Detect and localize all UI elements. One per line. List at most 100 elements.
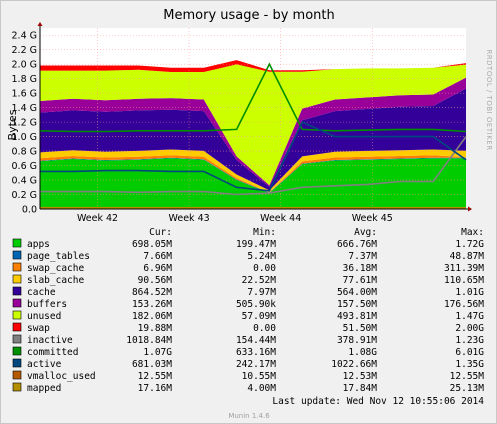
legend-inactive-cur: 1018.84M	[126, 335, 172, 346]
axes	[37, 22, 472, 212]
x-tick-label: Week 42	[77, 213, 118, 224]
legend-apps-cur: 698.05M	[132, 239, 172, 250]
legend-slab_cache-max: 110.65M	[444, 275, 484, 286]
legend-apps-name: apps	[27, 239, 50, 250]
y-tick-label: 2.0 G	[12, 60, 38, 71]
legend-cache-min: 7.97M	[247, 287, 276, 298]
legend-slab_cache-name: slab_cache	[27, 275, 84, 286]
legend-vmalloc_used-min: 10.55M	[242, 371, 277, 382]
legend-page_tables-avg: 7.37M	[348, 251, 377, 262]
y-tick-label: 1.4 G	[12, 103, 38, 114]
line-active	[40, 121, 467, 192]
x-tick-label: Week 45	[352, 213, 393, 224]
legend-cache-cur: 864.52M	[132, 287, 172, 298]
legend-swatch-buffers	[12, 298, 22, 308]
line-inactive	[40, 136, 467, 196]
legend-swatch-page_tables	[12, 250, 22, 260]
legend-vmalloc_used-max: 12.55M	[450, 371, 485, 382]
legend-swatch-committed	[12, 346, 22, 356]
area-swap	[40, 60, 466, 72]
legend-swap_cache-min: 0.00	[253, 263, 276, 274]
legend-committed-avg: 1.08G	[348, 347, 377, 358]
legend-swap-avg: 51.50M	[343, 323, 378, 334]
legend-header-cur: Cur:	[149, 227, 172, 238]
x-tick-label: Week 43	[169, 213, 210, 224]
legend-unused-min: 57.09M	[242, 311, 277, 322]
legend-page_tables-cur: 7.66M	[143, 251, 172, 262]
legend-header-min: Min:	[253, 227, 276, 238]
y-tick-label: 1.6 G	[12, 89, 38, 100]
line-committed	[39, 62, 467, 133]
legend-apps-max: 1.72G	[455, 239, 484, 250]
legend-vmalloc_used-avg: 12.53M	[343, 371, 378, 382]
y-tick-label: 0.6 G	[12, 161, 38, 172]
legend-swap_cache-cur: 6.96M	[143, 263, 172, 274]
legend-swatch-slab_cache	[12, 274, 22, 284]
y-tick-label: 1.2 G	[12, 118, 38, 129]
legend-committed-name: committed	[27, 347, 78, 358]
y-axis-arrow-icon	[37, 22, 43, 26]
area-buffers	[40, 77, 466, 187]
legend-committed-max: 6.01G	[455, 347, 484, 358]
legend-swap-cur: 19.88M	[138, 323, 173, 334]
legend-inactive-avg: 378.91M	[337, 335, 377, 346]
legend-apps-avg: 666.76M	[337, 239, 377, 250]
munin-version: Munin 1.4.6	[228, 412, 270, 420]
legend-swap-max: 2.00G	[455, 323, 484, 334]
rrdtool-watermark: RRDTOOL / TOBI OETIKER	[485, 49, 493, 150]
legend-swatch-active	[12, 358, 22, 368]
legend-swap_cache-avg: 36.18M	[343, 263, 378, 274]
legend-unused-name: unused	[27, 311, 61, 322]
x-tick-label: Week 44	[260, 213, 301, 224]
y-tick-label: 0.4 G	[12, 176, 38, 187]
y-tick-label: 0.8 G	[12, 147, 38, 158]
legend-committed-cur: 1.07G	[143, 347, 172, 358]
legend-slab_cache-min: 22.52M	[242, 275, 277, 286]
legend-mapped-min: 4.00M	[247, 383, 276, 394]
y-axis-label: Bytes	[6, 109, 19, 140]
legend-buffers-avg: 157.50M	[337, 299, 377, 310]
legend-active-min: 242.17M	[236, 359, 276, 370]
y-tick-label: 0.0	[22, 205, 37, 216]
legend-table: Cur: Min: Avg: Max: apps 698.05M 199.47M 66…	[12, 227, 485, 394]
legend-buffers-name: buffers	[27, 299, 67, 310]
x-axis-arrow-icon	[468, 206, 472, 212]
legend-swatch-unused	[12, 310, 22, 320]
legend-page_tables-name: page_tables	[27, 251, 90, 262]
legend-unused-cur: 182.06M	[132, 311, 172, 322]
legend-cache-max: 1.01G	[455, 287, 484, 298]
legend-mapped-name: mapped	[27, 383, 61, 394]
legend-unused-max: 1.47G	[455, 311, 484, 322]
line-series	[39, 62, 467, 209]
y-tick-label: 2.4 G	[12, 31, 38, 42]
legend-swap-name: swap	[27, 323, 50, 334]
y-tick-labels: 0.0 0.2 G 0.4 G 0.6 G 0.8 G 1.0 G 1.2 G 1.4 G 1.…	[12, 31, 38, 216]
legend-slab_cache-avg: 77.61M	[343, 275, 378, 286]
legend-unused-avg: 493.81M	[337, 311, 377, 322]
legend-active-max: 1.35G	[455, 359, 484, 370]
legend-inactive-max: 1.23G	[455, 335, 484, 346]
legend-cache-avg: 564.00M	[337, 287, 377, 298]
legend-vmalloc_used-name: vmalloc_used	[27, 371, 96, 382]
legend-mapped-max: 25.13M	[450, 383, 485, 394]
legend-swatch-swap	[12, 322, 22, 332]
x-tick-labels: Week 42 Week 43 Week 44 Week 45	[77, 213, 393, 224]
y-tick-label: 2.2 G	[12, 45, 38, 56]
last-update-text: Last update: Wed Nov 12 10:55:06 2014	[272, 396, 484, 407]
legend-mapped-cur: 17.16M	[138, 383, 173, 394]
legend-committed-min: 633.16M	[236, 347, 276, 358]
chart-title: Memory usage - by month	[163, 8, 334, 23]
legend-vmalloc_used-cur: 12.55M	[138, 371, 173, 382]
legend-inactive-name: inactive	[27, 335, 73, 346]
legend-slab_cache-cur: 90.56M	[138, 275, 173, 286]
legend-swatch-swap_cache	[12, 262, 22, 272]
legend-active-name: active	[27, 359, 62, 370]
stacked-areas	[40, 60, 466, 209]
legend-swap_cache-max: 311.39M	[444, 263, 484, 274]
area-cache	[40, 88, 466, 191]
legend-swatch-mapped	[12, 382, 22, 392]
legend-cache-name: cache	[27, 287, 56, 298]
y-tick-label: 1.0 G	[12, 132, 38, 143]
legend-swatch-inactive	[12, 334, 22, 344]
